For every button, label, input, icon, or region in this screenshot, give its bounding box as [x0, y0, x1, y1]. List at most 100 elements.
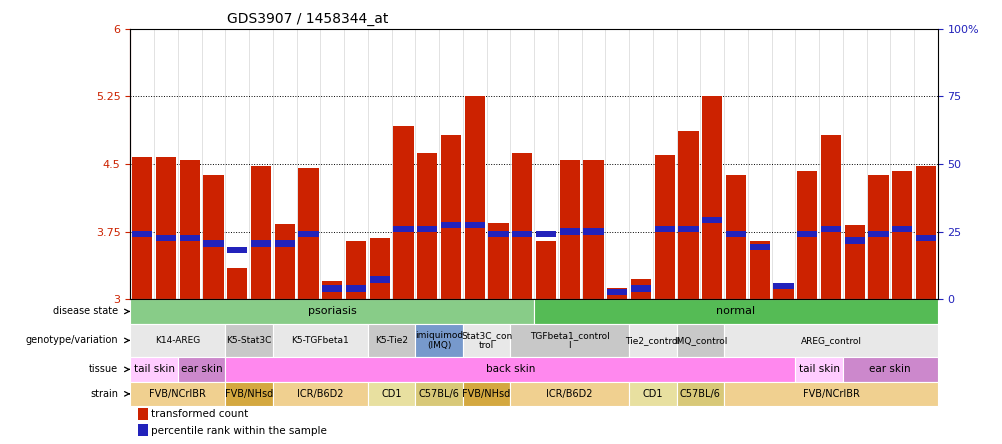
Bar: [842, 357, 937, 382]
Bar: [275, 223, 295, 299]
Bar: [346, 285, 366, 292]
Text: TGFbeta1_control
l: TGFbeta1_control l: [529, 331, 609, 350]
Text: ICR/B6D2: ICR/B6D2: [546, 389, 592, 399]
Bar: [630, 285, 650, 292]
Bar: [723, 324, 937, 357]
Bar: [393, 226, 413, 232]
Text: C57BL/6: C57BL/6: [418, 389, 459, 399]
Bar: [203, 240, 223, 246]
Bar: [346, 241, 366, 299]
Bar: [510, 324, 628, 357]
Bar: [512, 231, 532, 238]
Bar: [559, 229, 579, 235]
Text: genotype/variation: genotype/variation: [26, 335, 118, 345]
Bar: [795, 357, 842, 382]
Bar: [370, 276, 390, 282]
Bar: [179, 159, 199, 299]
Text: K5-TGFbeta1: K5-TGFbeta1: [292, 336, 349, 345]
Bar: [583, 159, 603, 299]
Bar: [583, 229, 603, 235]
Bar: [748, 244, 769, 250]
Bar: [275, 240, 295, 246]
Bar: [797, 171, 817, 299]
Bar: [393, 126, 413, 299]
Bar: [130, 357, 177, 382]
Bar: [130, 299, 534, 324]
Bar: [138, 424, 148, 436]
Text: K5-Tie2: K5-Tie2: [375, 336, 408, 345]
Bar: [417, 153, 437, 299]
Bar: [844, 238, 864, 244]
Text: normal: normal: [715, 306, 755, 317]
Bar: [203, 175, 223, 299]
Bar: [868, 175, 888, 299]
Bar: [299, 231, 319, 238]
Bar: [534, 299, 937, 324]
Text: IMQ_control: IMQ_control: [673, 336, 726, 345]
Text: FVB/NHsd: FVB/NHsd: [462, 389, 510, 399]
Bar: [723, 382, 937, 406]
Bar: [606, 289, 626, 295]
Bar: [535, 231, 555, 238]
Bar: [512, 153, 532, 299]
Bar: [462, 382, 510, 406]
Bar: [677, 226, 697, 232]
Bar: [179, 235, 199, 241]
Bar: [177, 357, 225, 382]
Bar: [225, 357, 795, 382]
Bar: [441, 222, 461, 229]
Bar: [299, 168, 319, 299]
Text: FVB/NHsd: FVB/NHsd: [224, 389, 273, 399]
Bar: [226, 268, 247, 299]
Bar: [510, 382, 628, 406]
Text: percentile rank within the sample: percentile rank within the sample: [151, 425, 327, 436]
Text: C57BL/6: C57BL/6: [679, 389, 720, 399]
Bar: [130, 382, 225, 406]
Bar: [226, 246, 247, 253]
Bar: [441, 135, 461, 299]
Bar: [488, 231, 508, 238]
Bar: [415, 382, 462, 406]
Bar: [130, 324, 225, 357]
Bar: [701, 96, 721, 299]
Bar: [891, 226, 912, 232]
Bar: [797, 231, 817, 238]
Text: tail skin: tail skin: [798, 365, 839, 374]
Bar: [273, 324, 368, 357]
Text: Tie2_control: Tie2_control: [624, 336, 679, 345]
Text: transformed count: transformed count: [151, 409, 248, 420]
Text: ear skin: ear skin: [180, 365, 222, 374]
Bar: [559, 159, 579, 299]
Text: K14-AREG: K14-AREG: [155, 336, 200, 345]
Bar: [628, 324, 676, 357]
Bar: [654, 155, 674, 299]
Bar: [415, 324, 462, 357]
Text: K5-Stat3C: K5-Stat3C: [226, 336, 272, 345]
Text: tail skin: tail skin: [133, 365, 174, 374]
Text: strain: strain: [90, 389, 118, 399]
Bar: [676, 382, 723, 406]
Text: AREG_control: AREG_control: [800, 336, 861, 345]
Bar: [891, 171, 912, 299]
Bar: [132, 231, 152, 238]
Bar: [322, 281, 342, 299]
Bar: [773, 283, 793, 299]
Bar: [250, 166, 271, 299]
Bar: [915, 235, 935, 241]
Bar: [462, 324, 510, 357]
Bar: [748, 241, 769, 299]
Text: disease state: disease state: [53, 306, 118, 317]
Text: back skin: back skin: [485, 365, 534, 374]
Bar: [844, 225, 864, 299]
Bar: [370, 238, 390, 299]
Bar: [606, 289, 626, 299]
Text: CD1: CD1: [642, 389, 662, 399]
Bar: [773, 282, 793, 289]
Bar: [368, 324, 415, 357]
Bar: [417, 226, 437, 232]
Bar: [155, 157, 176, 299]
Bar: [820, 135, 841, 299]
Bar: [725, 175, 745, 299]
Text: Stat3C_con
trol: Stat3C_con trol: [461, 331, 512, 350]
Bar: [464, 222, 484, 229]
